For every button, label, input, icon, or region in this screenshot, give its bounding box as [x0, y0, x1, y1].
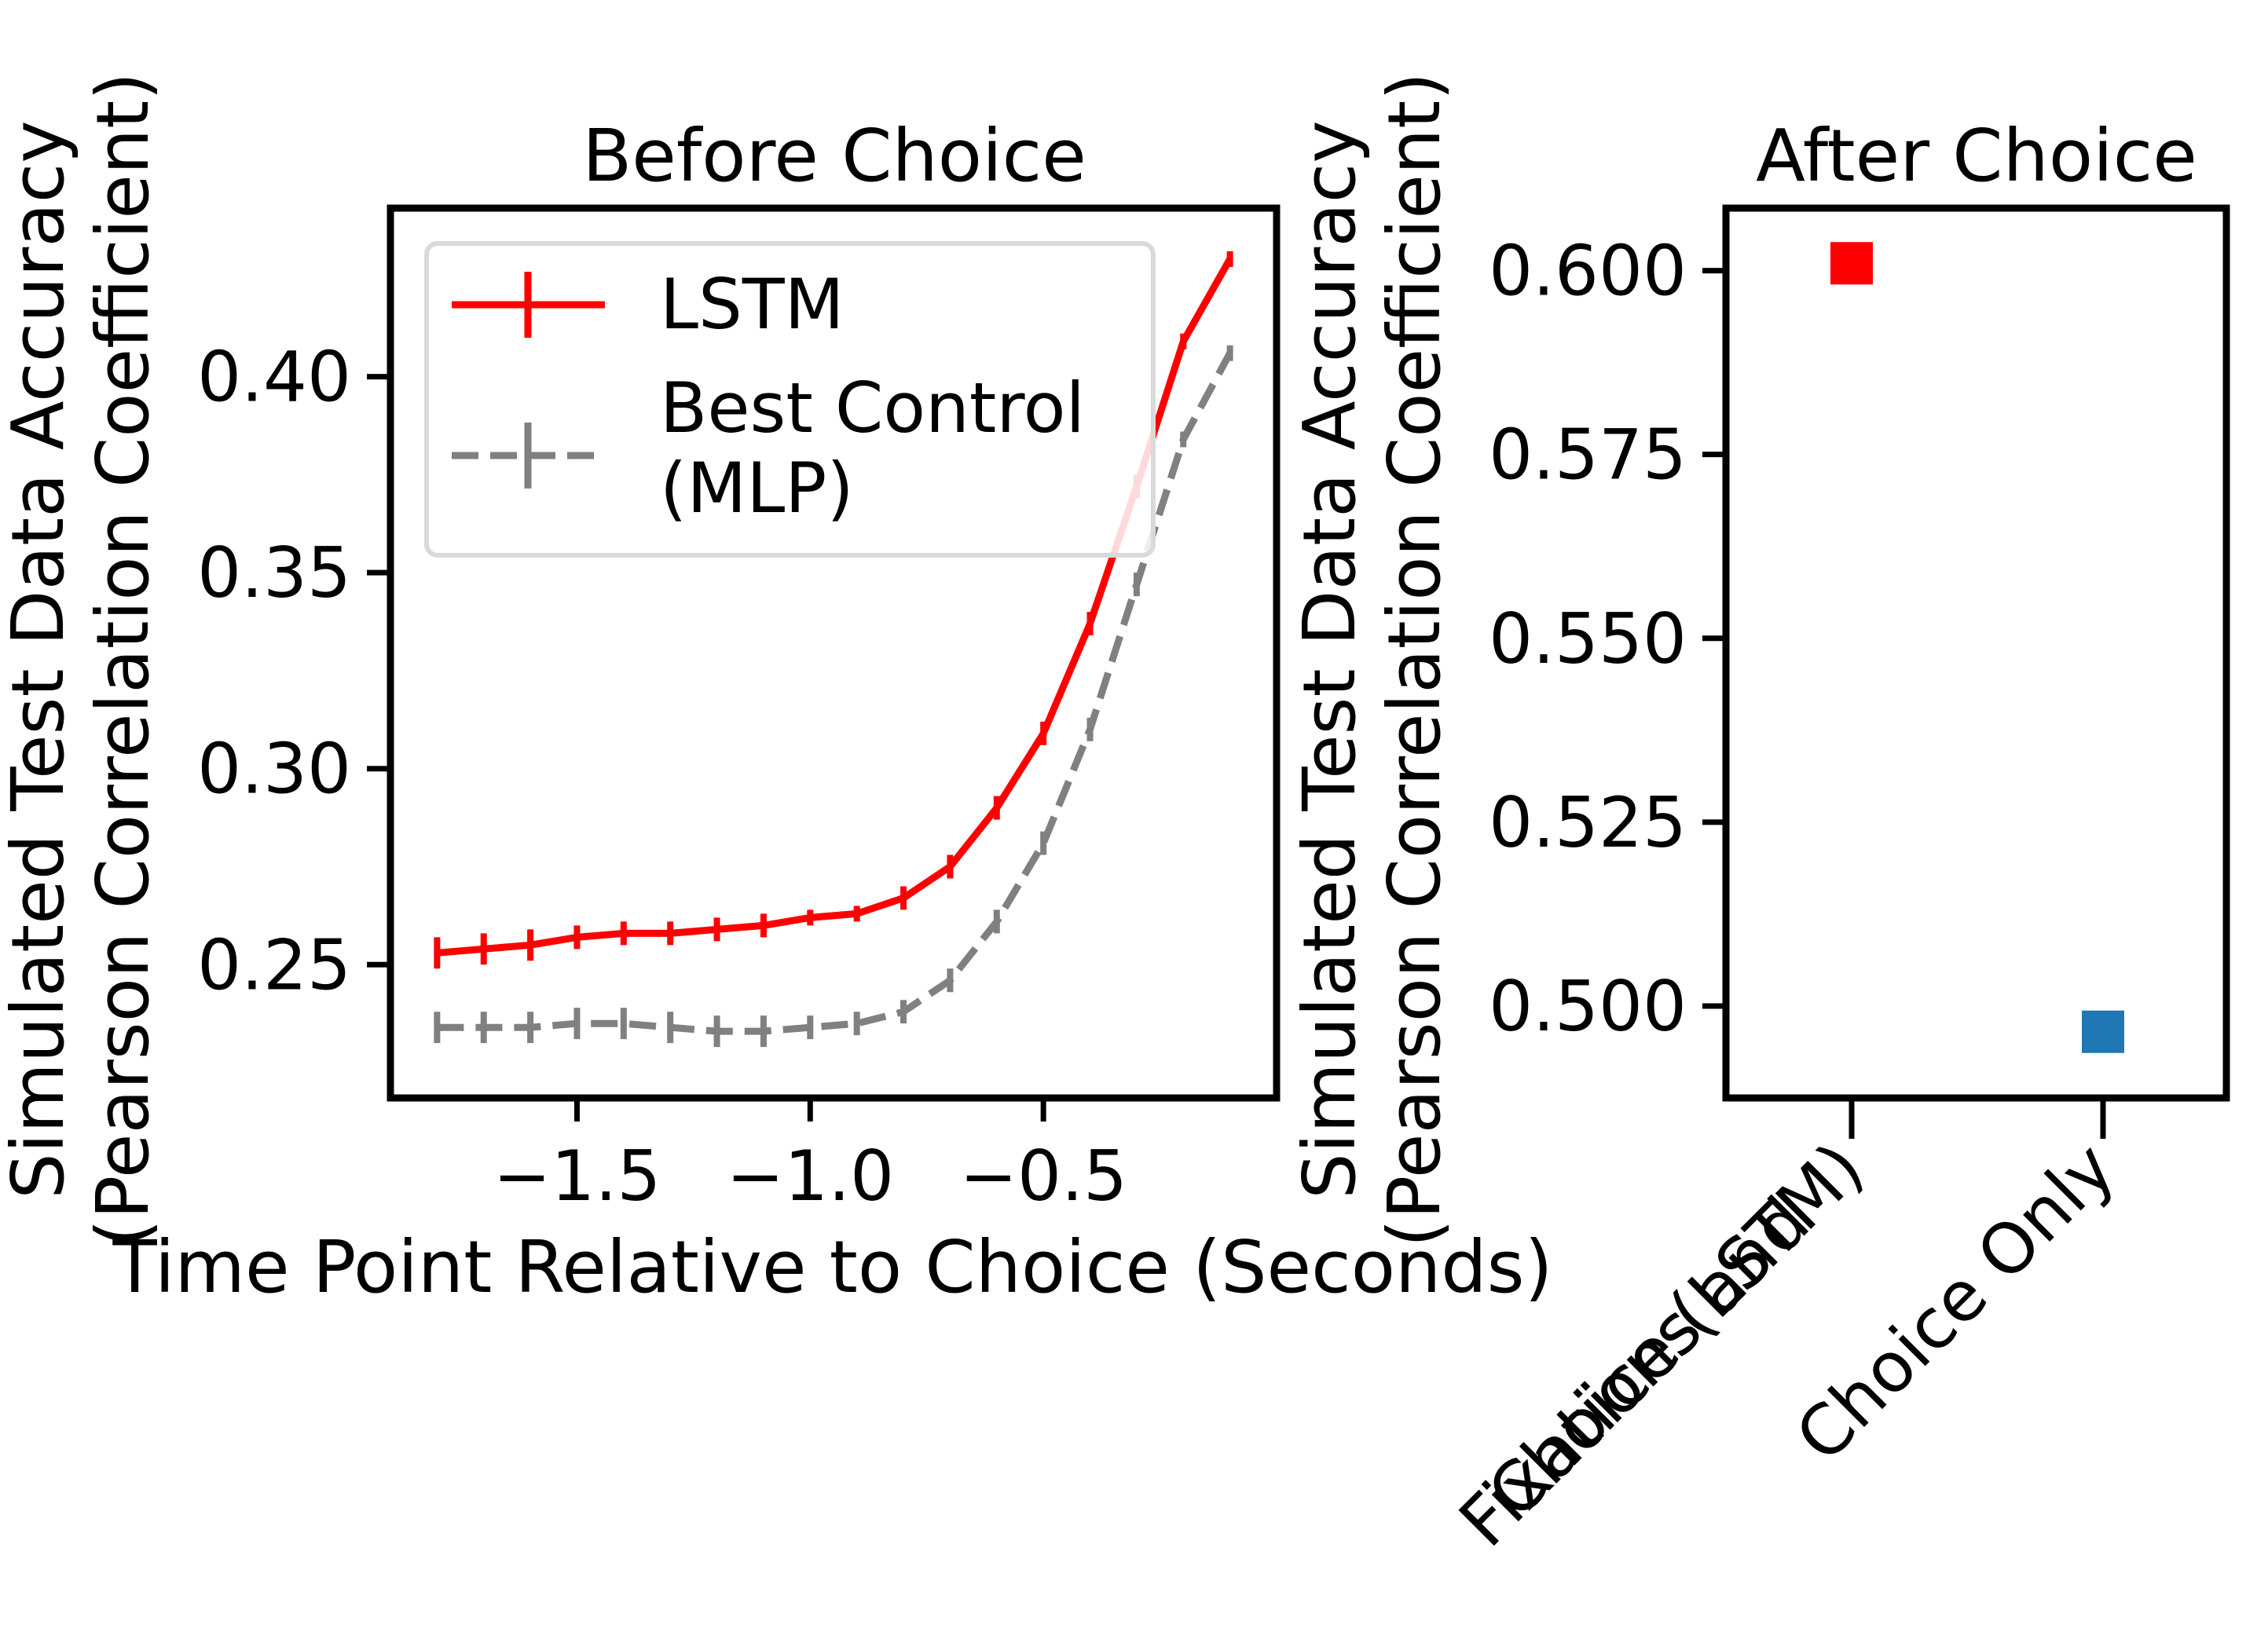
- left-axis-ticks: −1.5 −1.0 −0.5 0.25 0.30 0.35 0.40: [197, 337, 1127, 1217]
- y-tick-label: 0.500: [1489, 966, 1687, 1047]
- left-plot-frame: [387, 204, 1281, 1102]
- legend-entry-label: (MLP): [660, 448, 854, 529]
- y-tick-label: 0.600: [1489, 231, 1687, 312]
- right-y-axis-label-line-2: (Pearson Correlation Coefficient): [1372, 72, 1456, 1247]
- y-tick-label: 0.550: [1489, 598, 1687, 679]
- series-line-1: [437, 351, 1233, 1035]
- data-point-marker: [2082, 1010, 2124, 1053]
- y-tick-label: 0.30: [197, 729, 351, 810]
- right-chart-title: After Choice: [1756, 114, 2197, 198]
- series-line-0: [437, 257, 1233, 957]
- right-points-group: [1830, 242, 2124, 1053]
- y-tick-label: 0.40: [197, 337, 351, 418]
- legend-entry-label: LSTM: [660, 264, 845, 345]
- left-legend: LSTM Best Control(MLP): [424, 241, 1156, 558]
- left-y-axis-label: Simulated Test Data Accuracy (Pearson Co…: [0, 72, 165, 1247]
- left-x-axis-label: Time Point Relative to Choice (Seconds): [112, 1225, 1552, 1309]
- y-tick-label: 0.525: [1489, 782, 1687, 863]
- left-y-axis-label-line-1: Simulated Test Data Accuracy: [0, 120, 80, 1199]
- right-plot-frame: [1722, 204, 2230, 1102]
- legend-box: [424, 241, 1156, 558]
- y-tick-label: 0.25: [197, 924, 351, 1005]
- right-y-axis-label-line-1: Simulated Test Data Accuracy: [1288, 120, 1372, 1199]
- right-y-axis-label: Simulated Test Data Accuracy (Pearson Co…: [1288, 72, 1456, 1247]
- left-y-axis-label-line-2: (Pearson Correlation Coefficient): [81, 72, 165, 1247]
- y-tick-label: 0.35: [197, 532, 351, 613]
- data-point-marker: [1830, 242, 1873, 285]
- x-tick-label: −1.5: [493, 1136, 661, 1217]
- x-tick-label: −0.5: [959, 1136, 1127, 1217]
- before-choice-chart: Before Choice Simulated Test Data Accura…: [0, 72, 1553, 1309]
- x-tick-label: Choice (LSTM): [1472, 1127, 1879, 1534]
- x-tick-label: −1.0: [726, 1136, 894, 1217]
- left-chart-title: Before Choice: [582, 114, 1086, 198]
- after-choice-chart: After Choice Simulated Test Data Accurac…: [1288, 72, 2230, 1563]
- y-tick-label: 0.575: [1489, 415, 1687, 496]
- legend-entry-label: Best Control: [660, 368, 1085, 448]
- left-series-group: [434, 251, 1233, 1048]
